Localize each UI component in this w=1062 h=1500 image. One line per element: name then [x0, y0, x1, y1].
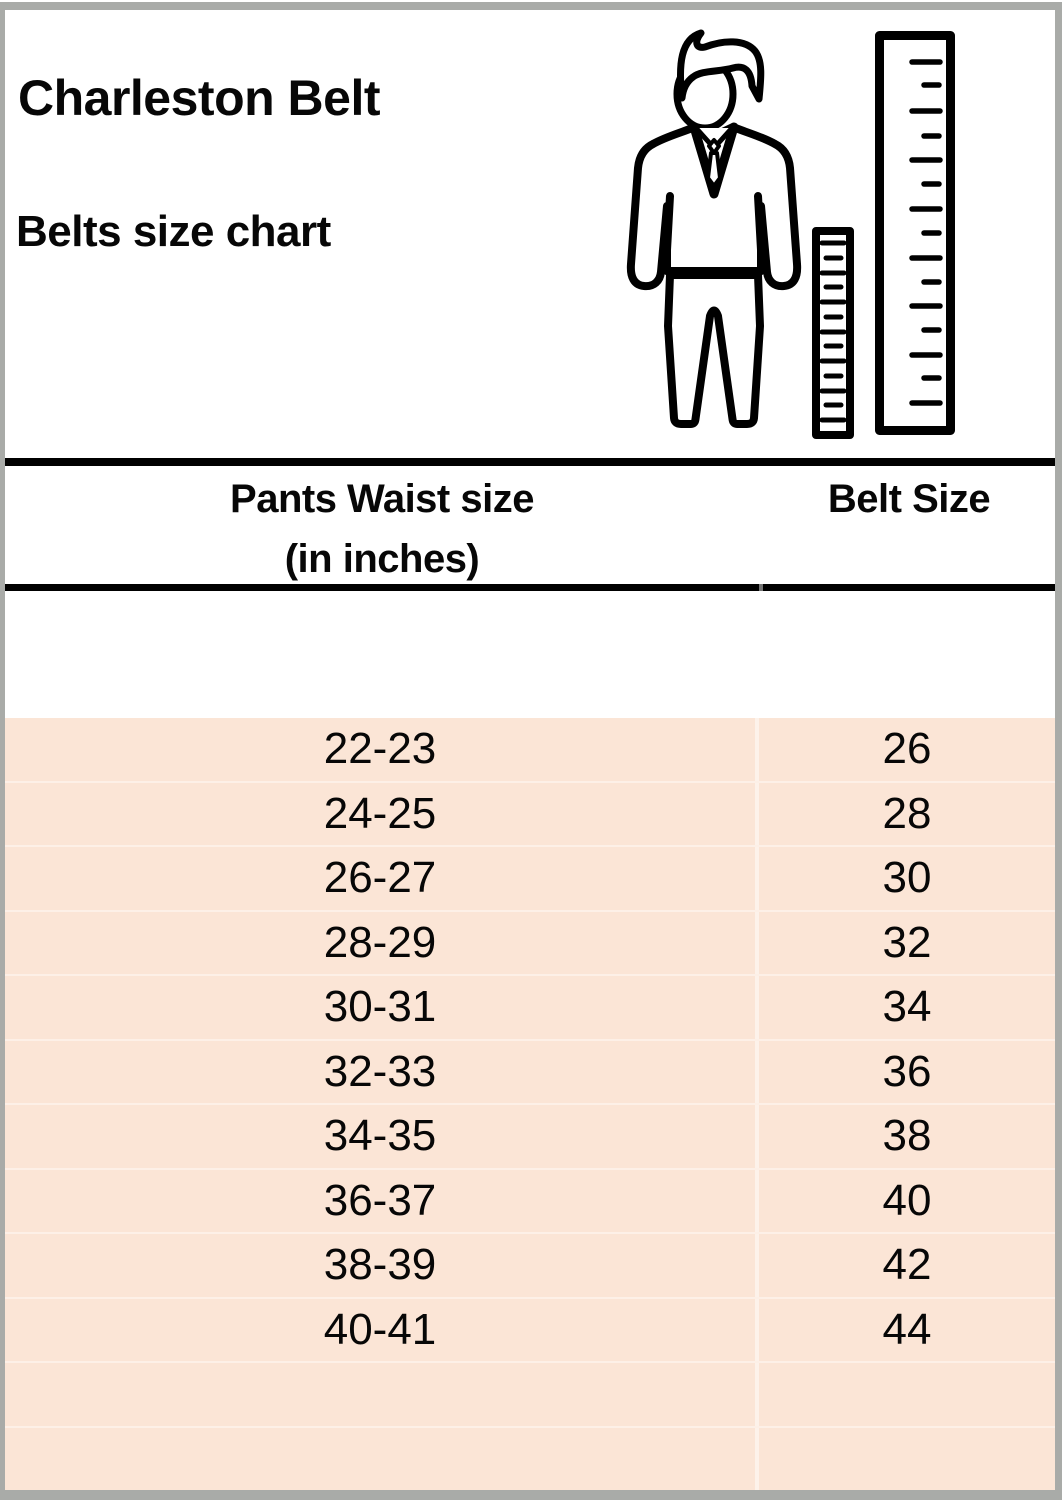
belt-cell: 38 [882, 1111, 932, 1161]
belt-cell [759, 1428, 1055, 1491]
waist-cell [5, 1427, 759, 1490]
belt-cell: 30 [882, 853, 932, 903]
table-row: 34-35 38 [5, 1103, 1055, 1168]
column-header-belt: Belt Size [763, 469, 1055, 529]
waist-cell: 26-27 [5, 847, 759, 910]
table-row: 30-31 34 [5, 974, 1055, 1039]
belt-cell: 42 [882, 1240, 932, 1290]
belt-cell [759, 1363, 1055, 1426]
table-row: 38-39 42 [5, 1232, 1055, 1297]
table-header: Pants Waist size (in inches) Belt Size [5, 469, 1055, 584]
header-bottom-rule [5, 584, 1055, 591]
table-row: 28-29 32 [5, 909, 1055, 974]
column-header-belt-line1: Belt Size [827, 477, 991, 521]
table-body: 22-23 26 24-25 28 26-27 30 28-29 32 30-31 34 32-33… [5, 718, 1055, 1490]
table-row: 22-23 26 [5, 718, 1055, 781]
column-header-waist: Pants Waist size (in inches) [5, 469, 759, 589]
waist-cell: 28-29 [5, 911, 759, 974]
table-row [5, 1425, 1055, 1491]
belt-cell: 26 [882, 724, 932, 774]
waist-cell: 34-35 [5, 1105, 759, 1168]
column-header-waist-line1: Pants Waist size [230, 477, 534, 521]
column-header-waist-line2: (in inches) [284, 537, 480, 581]
belt-cell: 44 [882, 1304, 932, 1354]
waist-cell: 36-37 [5, 1169, 759, 1232]
belt-cell: 28 [882, 788, 932, 838]
belt-cell: 40 [882, 1175, 932, 1225]
waist-cell: 30-31 [5, 976, 759, 1039]
table-row: 26-27 30 [5, 845, 1055, 910]
waist-cell: 22-23 [5, 718, 759, 781]
waist-cell: 38-39 [5, 1234, 759, 1297]
table-row: 32-33 36 [5, 1038, 1055, 1103]
page-subtitle: Belts size chart [16, 207, 331, 256]
waist-cell: 40-41 [5, 1298, 759, 1361]
table-row: 40-41 44 [5, 1296, 1055, 1361]
table-row [5, 1361, 1055, 1426]
waist-cell [5, 1363, 759, 1426]
rule-divider-notch [759, 584, 763, 591]
page-title: Charleston Belt [18, 70, 381, 126]
table-row: 24-25 28 [5, 780, 1055, 845]
waist-cell: 32-33 [5, 1040, 759, 1103]
size-chart-page: Charleston Belt Belts size chart [5, 10, 1055, 1490]
man-with-rulers-icon [626, 29, 955, 439]
belt-cell: 34 [882, 982, 932, 1032]
header-top-rule [5, 458, 1055, 466]
table-row: 36-37 40 [5, 1167, 1055, 1232]
waist-cell: 24-25 [5, 782, 759, 845]
top-strip [0, 0, 1062, 2]
belt-cell: 32 [882, 917, 932, 967]
belt-cell: 36 [882, 1046, 932, 1096]
